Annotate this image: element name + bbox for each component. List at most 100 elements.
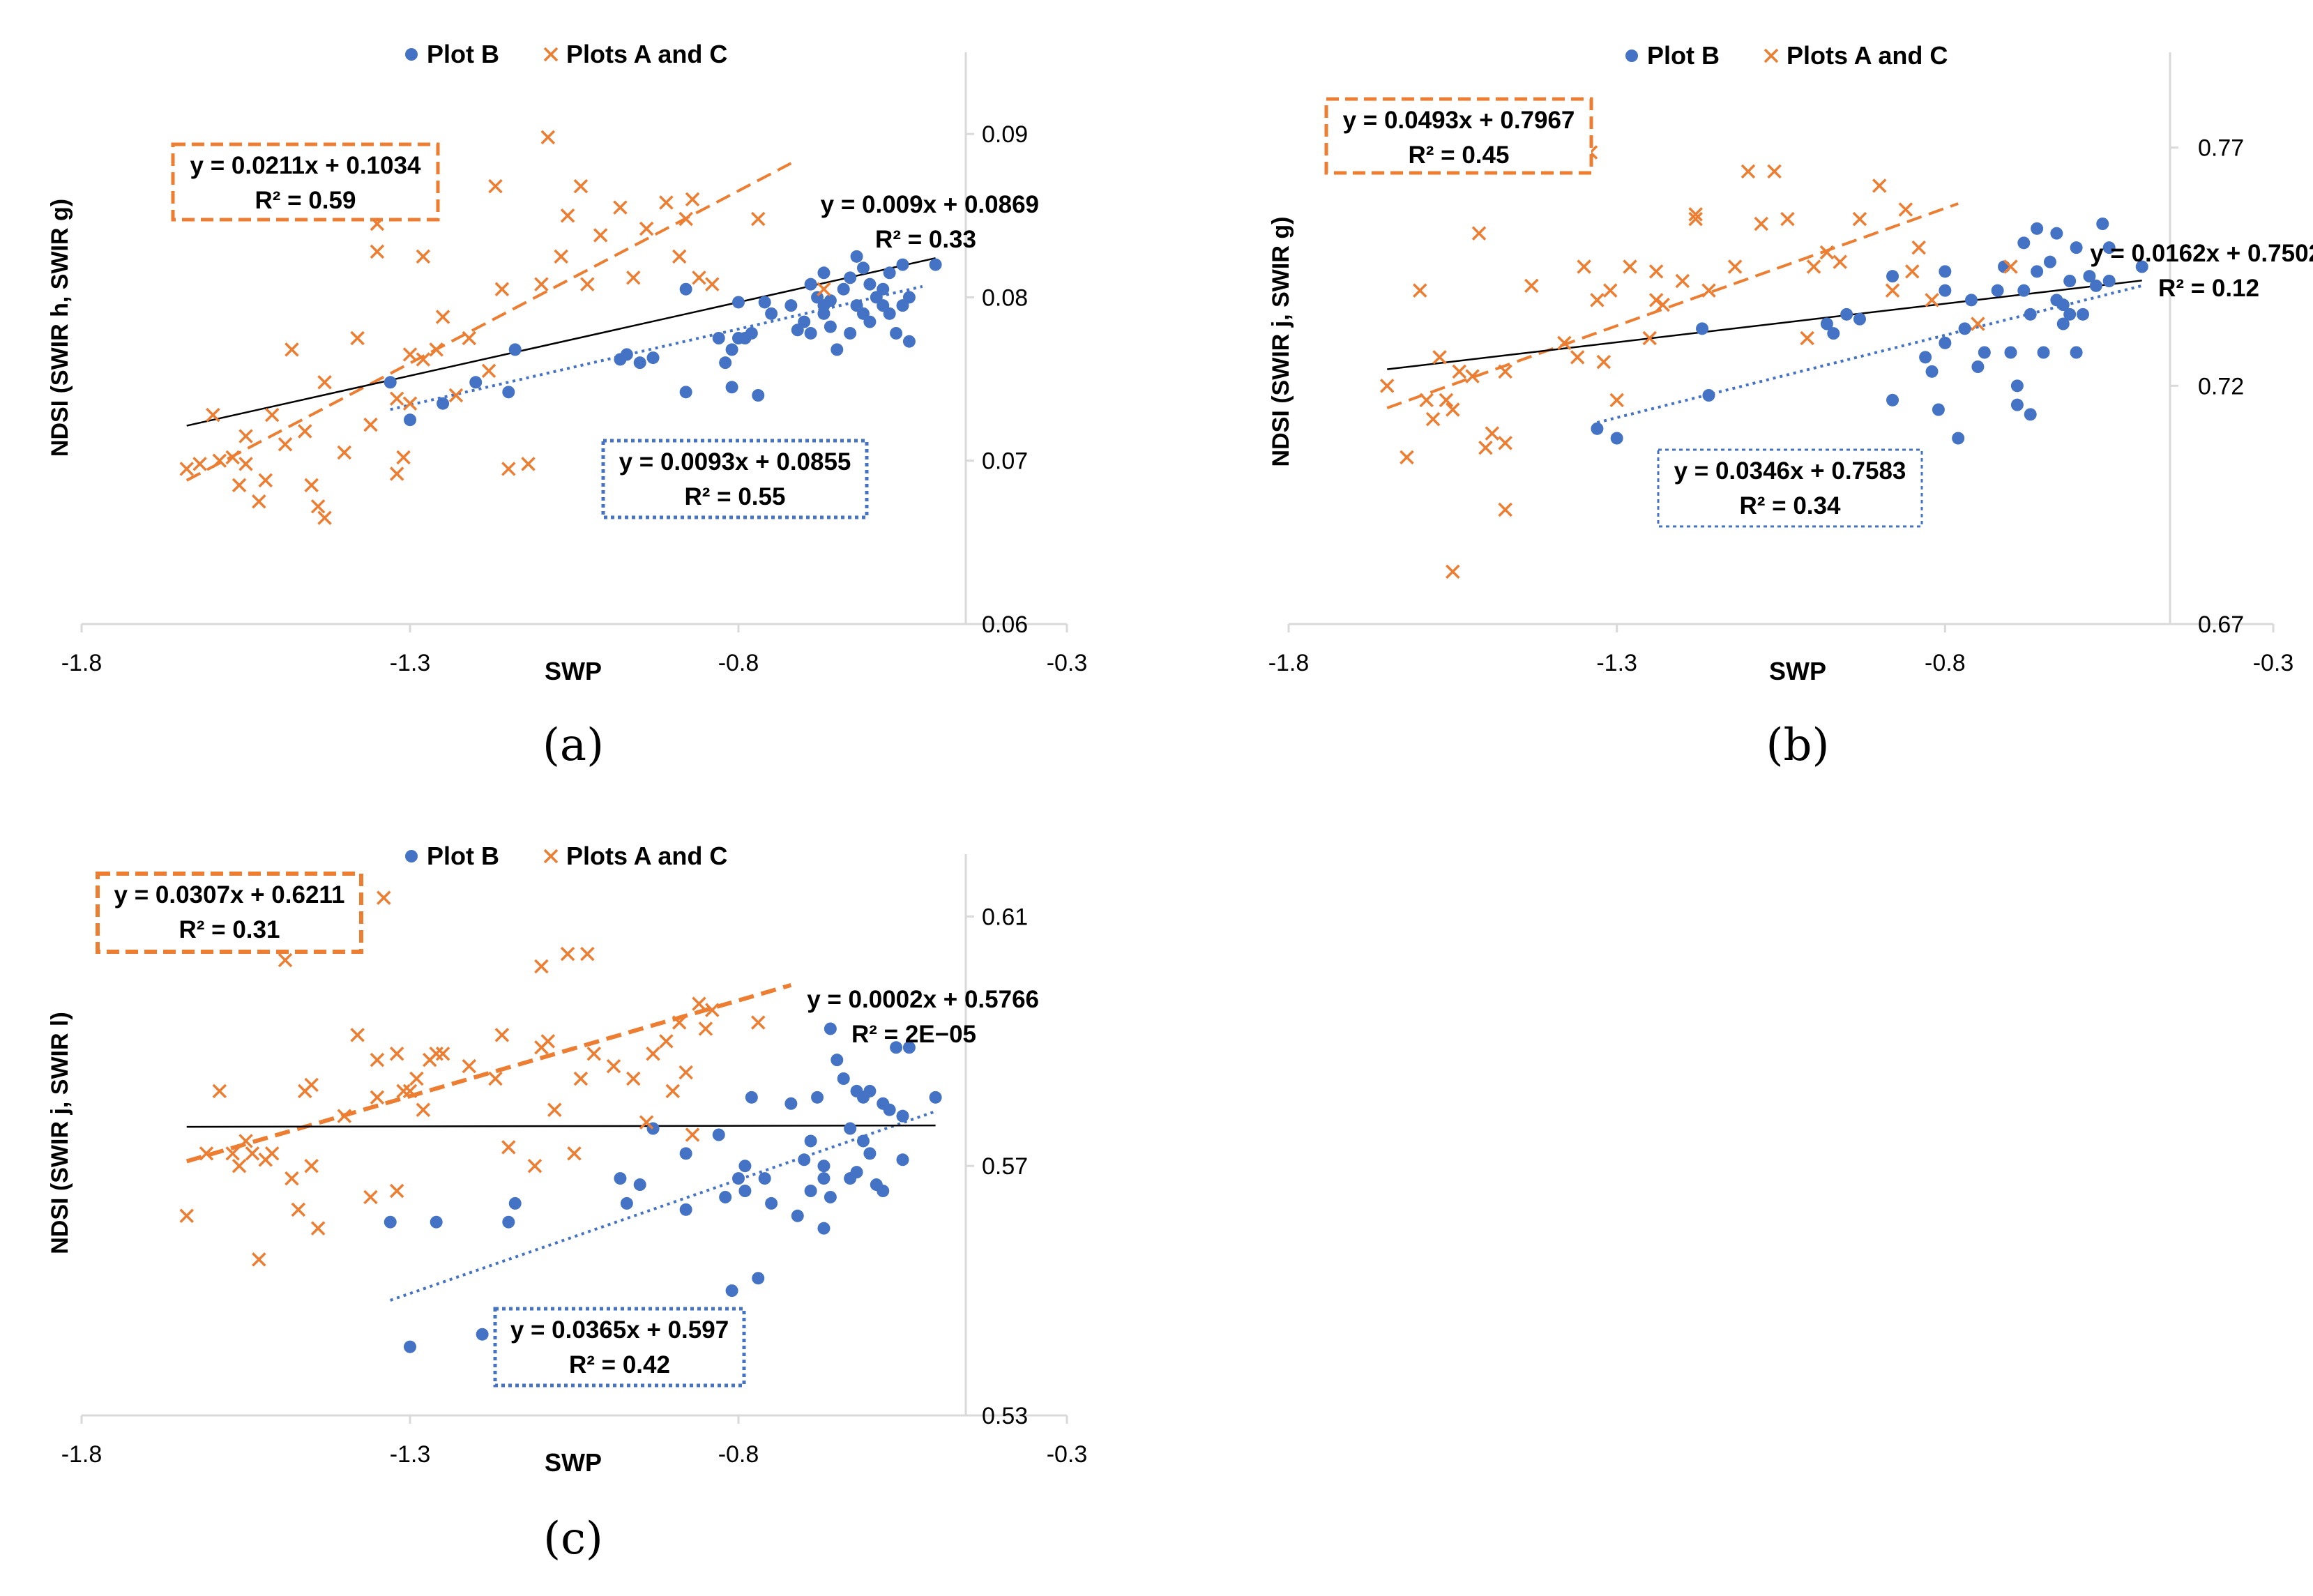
point-plot-b [863, 315, 877, 328]
point-plots-ac [560, 208, 575, 223]
point-plot-b [877, 282, 890, 296]
point-plot-b [745, 326, 758, 340]
point-plot-b [404, 413, 416, 427]
point-plot-b [384, 1215, 397, 1229]
point-plot-b [2083, 270, 2096, 283]
point-plots-ac [672, 1015, 687, 1030]
point-plot-b [791, 1209, 804, 1222]
point-plot-b [1886, 393, 1899, 406]
point-plots-ac [264, 407, 280, 423]
trendline-all [186, 1124, 936, 1128]
point-plots-ac [751, 1015, 766, 1030]
equation-box-plots-a-and-c [1324, 97, 1593, 175]
point-plots-ac [1452, 364, 1466, 379]
point-plots-ac [678, 1065, 693, 1080]
point-plots-ac [232, 478, 247, 493]
point-plot-b [725, 381, 738, 394]
point-plot-b [2010, 379, 2024, 393]
point-plots-ac [409, 1071, 424, 1086]
point-plot-b [725, 343, 738, 356]
point-plot-b [2017, 284, 2031, 297]
point-plot-b [430, 1215, 443, 1229]
point-plots-ac [501, 1140, 516, 1155]
point-plot-b [1998, 260, 2011, 273]
x-tick-label: -0.3 [2253, 650, 2294, 676]
point-plot-b [1958, 322, 1971, 335]
point-plot-b [817, 1172, 831, 1185]
point-plots-ac [692, 996, 706, 1011]
point-plots-ac [429, 342, 443, 357]
point-plots-ac [817, 282, 831, 296]
point-plots-ac [1623, 259, 1637, 274]
legend-marker-plot-b [405, 48, 418, 61]
point-plots-ac [1485, 426, 1500, 441]
y-tick-label: 0.06 [982, 611, 1028, 638]
point-plot-b [752, 1272, 765, 1285]
point-plots-ac [1800, 330, 1814, 346]
point-plots-ac [1498, 502, 1512, 517]
point-plots-ac [350, 1028, 365, 1042]
point-plot-b [712, 1128, 725, 1141]
r-squared-plots-a-and-c: R² = 0.31 [179, 916, 280, 943]
point-plots-ac [1413, 283, 1427, 298]
point-plots-ac [448, 388, 464, 403]
point-plot-b [1820, 317, 1833, 330]
point-plots-ac [626, 271, 641, 285]
point-plot-b [1939, 284, 1952, 297]
point-plot-b [929, 1090, 942, 1104]
point-plots-ac [573, 1071, 589, 1086]
y-tick-label: 0.53 [982, 1403, 1028, 1429]
point-plot-b [620, 1196, 633, 1210]
point-plots-ac [527, 1158, 543, 1173]
point-plots-ac [659, 1034, 674, 1049]
legend-marker-plot-b [405, 850, 418, 862]
point-plots-ac [389, 391, 404, 406]
point-plots-ac [416, 352, 431, 367]
point-plots-ac [1498, 436, 1512, 450]
point-plot-b [2031, 222, 2044, 235]
point-plots-ac [1524, 278, 1539, 294]
point-plots-ac [1642, 330, 1657, 346]
point-plot-b [1919, 351, 1932, 364]
point-plot-b [1964, 294, 1978, 307]
point-plots-ac [1885, 283, 1900, 298]
point-plots-ac [285, 1171, 299, 1186]
point-plots-ac [238, 1134, 253, 1148]
point-plots-ac [705, 277, 720, 291]
point-plot-b [614, 1172, 627, 1185]
point-plots-ac [573, 178, 589, 194]
point-plot-b [817, 307, 831, 320]
point-plots-ac [212, 1084, 227, 1099]
point-plots-ac [540, 1034, 556, 1049]
point-plots-ac [435, 1046, 450, 1061]
x-tick-label: -1.8 [1268, 650, 1310, 676]
point-plots-ac [580, 946, 595, 962]
point-plots-ac [206, 407, 220, 423]
r-squared-plot-b: R² = 0.55 [685, 483, 786, 510]
point-plots-ac [389, 1046, 404, 1061]
point-plots-ac [285, 342, 299, 357]
r-squared-plot-b: R² = 0.34 [1740, 492, 1841, 519]
point-plot-b [2056, 317, 2070, 330]
point-plot-b [508, 1196, 522, 1210]
r-squared-plots-a-and-c: R² = 0.59 [255, 187, 356, 214]
point-plot-b [883, 266, 896, 280]
point-plots-ac [416, 249, 431, 264]
point-plots-ac [1465, 369, 1480, 383]
equation-box-plots-a-and-c [171, 142, 440, 222]
point-plot-b [1932, 403, 1945, 416]
point-plots-ac [337, 1109, 352, 1123]
point-plots-ac [389, 1183, 404, 1199]
point-plots-ac [350, 330, 365, 346]
point-plots-ac [705, 1003, 720, 1017]
x-axis-label: SWP [1769, 657, 1826, 685]
trendline-plots-a-and-c [185, 982, 792, 1164]
legend-marker-plots-ac [543, 849, 559, 864]
r-squared-plots-a-and-c: R² = 0.45 [1409, 142, 1510, 169]
y-axis-label: NDSI (SWIR j, SWIR g) [1268, 217, 1294, 467]
point-plots-ac [252, 1252, 266, 1267]
point-plot-b [502, 386, 515, 399]
x-tick-label: -1.8 [61, 1441, 103, 1468]
point-plots-ac [1727, 259, 1743, 274]
